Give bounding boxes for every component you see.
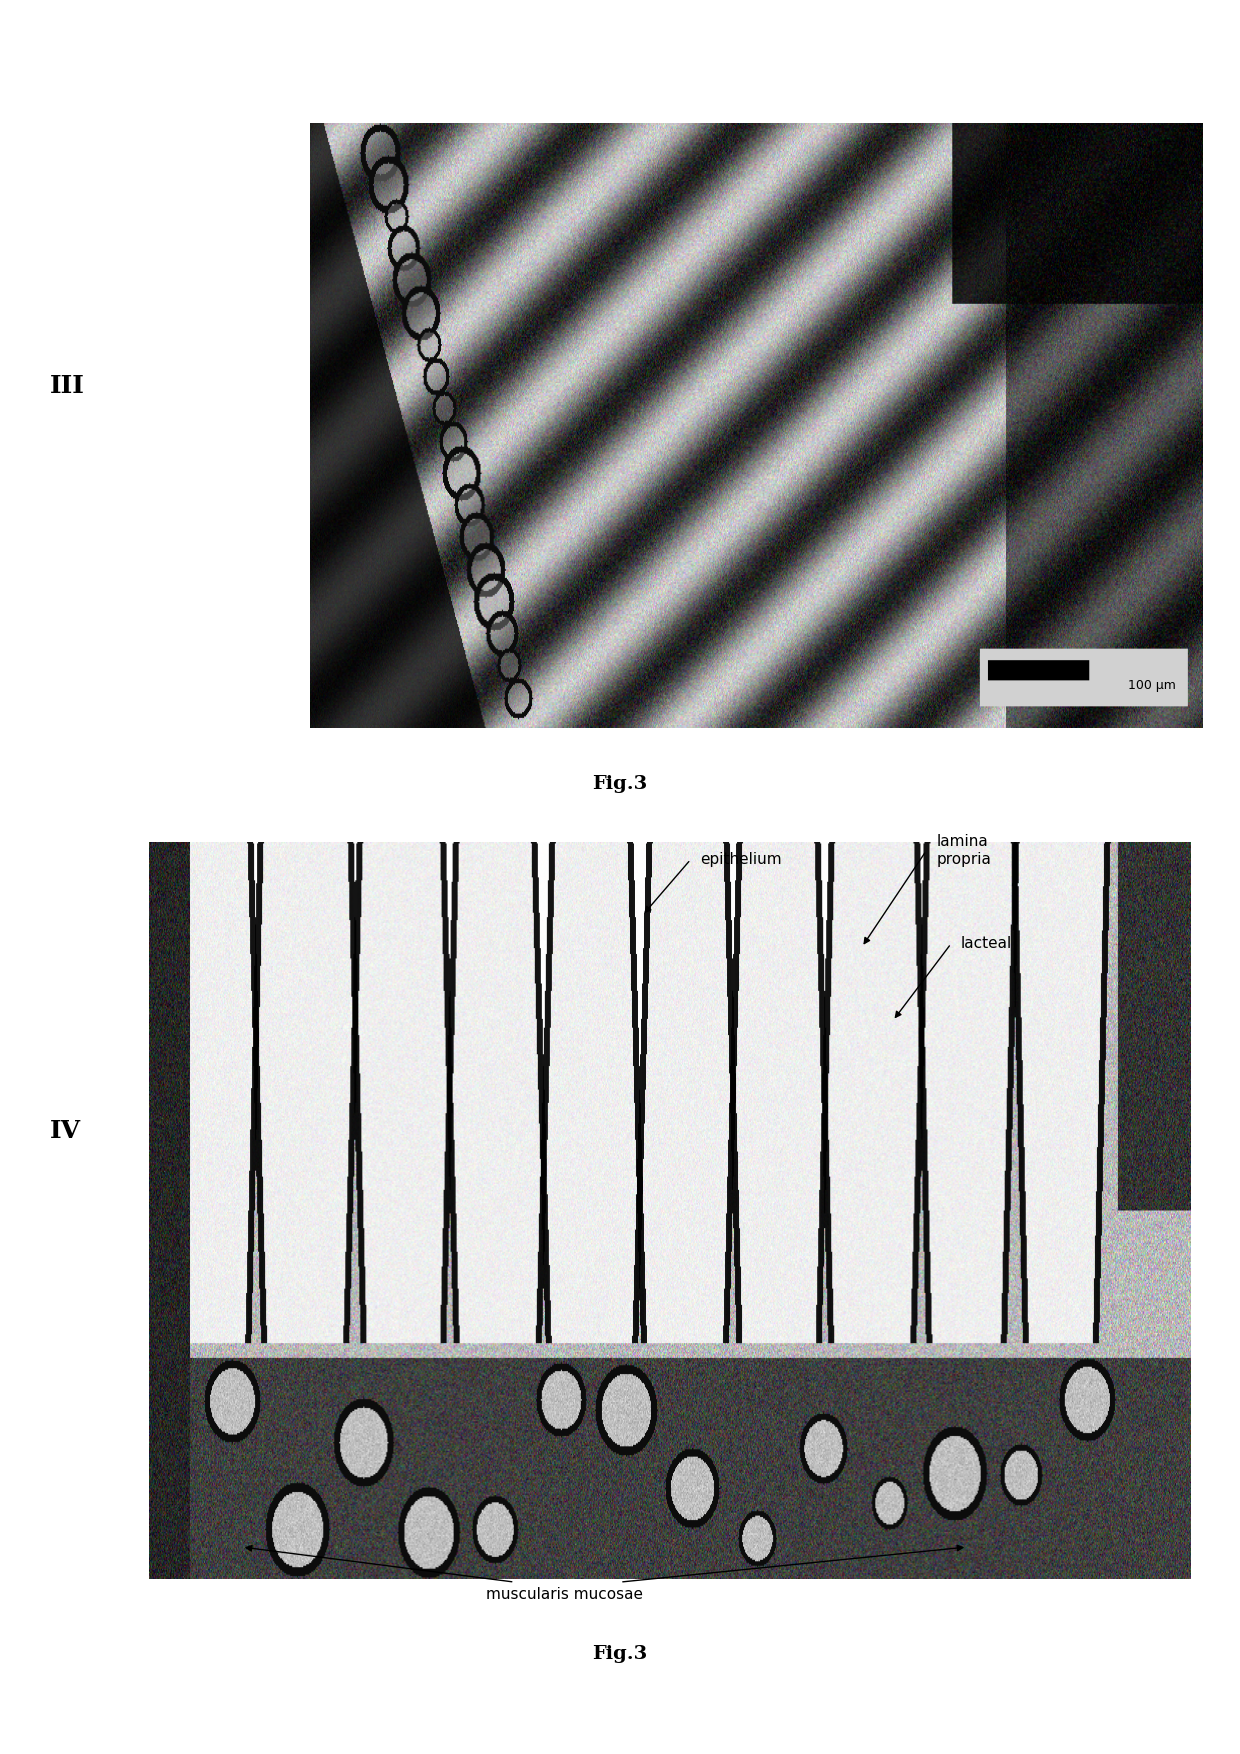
Text: IV: IV [50, 1119, 81, 1144]
Text: III: III [50, 374, 84, 398]
Text: muscularis mucosae: muscularis mucosae [486, 1587, 642, 1603]
Text: Fig.3: Fig.3 [593, 1645, 647, 1663]
Text: epithelium: epithelium [701, 852, 782, 866]
Text: lacteal: lacteal [961, 937, 1012, 951]
Text: 100 μm: 100 μm [1128, 679, 1176, 691]
Text: Fig.3: Fig.3 [593, 775, 647, 793]
Text: lamina
propria: lamina propria [936, 835, 991, 866]
